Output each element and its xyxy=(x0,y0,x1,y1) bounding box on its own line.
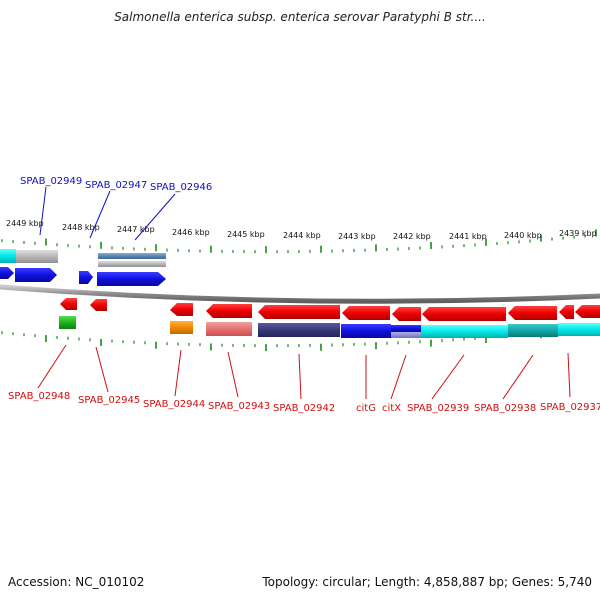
scale-label: 2440 kbp xyxy=(504,231,542,240)
gene-arrow[interactable] xyxy=(79,271,93,284)
scale-label: 2444 kbp xyxy=(283,231,321,240)
gene-arrow[interactable] xyxy=(342,306,390,320)
gene-feature[interactable] xyxy=(59,316,76,329)
gene-feature[interactable] xyxy=(0,249,16,263)
scale-ticks-outer xyxy=(1,229,597,254)
label-leader-line xyxy=(298,353,302,400)
gene-label-forward[interactable]: SPAB_02949 xyxy=(20,176,82,187)
gene-label-reverse[interactable]: SPAB_02938 xyxy=(474,403,536,414)
gene-arrow[interactable] xyxy=(60,298,77,310)
reverse-gene-labels: SPAB_02948 SPAB_02945 SPAB_02944 SPAB_02… xyxy=(8,344,600,414)
topology-label: Topology: circular; Length: 4,858,887 bp… xyxy=(262,575,592,589)
gene-arrow[interactable] xyxy=(15,268,57,282)
gene-arrow[interactable] xyxy=(170,303,193,316)
gene-arrow[interactable] xyxy=(422,307,506,321)
scale-label: 2448 kbp xyxy=(62,223,100,232)
gene-feature[interactable] xyxy=(170,321,193,334)
gene-feature[interactable] xyxy=(391,332,421,338)
gene-feature[interactable] xyxy=(391,325,421,332)
genome-backbone xyxy=(0,284,600,304)
gene-arrow[interactable] xyxy=(508,306,557,320)
gene-feature[interactable] xyxy=(421,325,508,338)
forward-gene-labels: SPAB_02949 SPAB_02947 SPAB_02946 xyxy=(20,176,212,241)
gene-label-reverse[interactable]: citX xyxy=(382,403,401,414)
forward-strand-genes xyxy=(0,249,166,286)
label-leader-line xyxy=(227,351,239,398)
gene-arrow[interactable] xyxy=(0,267,14,279)
gene-label-reverse[interactable]: SPAB_02944 xyxy=(143,399,205,410)
map-title: Salmonella enterica subsp. enterica sero… xyxy=(114,10,486,24)
gene-feature[interactable] xyxy=(16,250,58,263)
label-leader-line xyxy=(37,344,67,389)
label-leader-line xyxy=(134,193,176,241)
label-leader-line xyxy=(390,354,407,400)
gene-label-reverse[interactable]: SPAB_02945 xyxy=(78,395,140,406)
scale-labels: 2449 kbp 2448 kbp 2447 kbp 2446 kbp 2445… xyxy=(6,219,597,241)
gene-label-reverse[interactable]: SPAB_02943 xyxy=(208,401,270,412)
gene-arrow[interactable] xyxy=(206,304,252,318)
gene-feature[interactable] xyxy=(98,261,166,267)
reverse-strand-genes xyxy=(59,298,600,338)
scale-label: 2443 kbp xyxy=(338,232,376,241)
label-leader-line xyxy=(502,354,534,400)
gene-feature[interactable] xyxy=(98,253,166,259)
gene-feature[interactable] xyxy=(341,324,391,338)
scale-label: 2449 kbp xyxy=(6,219,44,228)
scale-label: 2445 kbp xyxy=(227,230,265,239)
gene-label-forward[interactable]: SPAB_02946 xyxy=(150,182,212,193)
accession-label: Accession: NC_010102 xyxy=(8,575,145,589)
gene-label-forward[interactable]: SPAB_02947 xyxy=(85,180,147,191)
gene-label-reverse[interactable]: SPAB_02948 xyxy=(8,391,70,402)
gene-label-reverse[interactable]: SPAB_02942 xyxy=(273,403,335,414)
gene-arrow[interactable] xyxy=(392,307,421,321)
gene-arrow[interactable] xyxy=(90,299,107,311)
gene-arrow[interactable] xyxy=(97,272,166,286)
gene-arrow[interactable] xyxy=(575,305,600,318)
scale-label: 2439 kbp xyxy=(559,229,597,238)
scale-label: 2442 kbp xyxy=(393,232,431,241)
label-leader-line xyxy=(174,349,182,397)
label-leader-line xyxy=(89,190,111,239)
scale-label: 2447 kbp xyxy=(117,225,155,234)
gene-feature[interactable] xyxy=(258,323,340,337)
label-leader-line xyxy=(431,354,465,400)
label-leader-line xyxy=(39,186,47,236)
gene-label-reverse[interactable]: citG xyxy=(356,403,376,414)
label-leader-line xyxy=(567,352,571,398)
gene-label-reverse[interactable]: SPAB_02939 xyxy=(407,403,469,414)
scale-label: 2446 kbp xyxy=(172,228,210,237)
gene-label-reverse[interactable]: SPAB_02937 xyxy=(540,402,600,413)
scale-label: 2441 kbp xyxy=(449,232,487,241)
gene-feature[interactable] xyxy=(206,322,252,336)
label-leader-line xyxy=(95,346,109,393)
gene-arrow[interactable] xyxy=(258,305,340,319)
gene-arrow[interactable] xyxy=(559,305,574,319)
gene-feature[interactable] xyxy=(508,324,558,337)
gene-feature[interactable] xyxy=(558,323,600,336)
